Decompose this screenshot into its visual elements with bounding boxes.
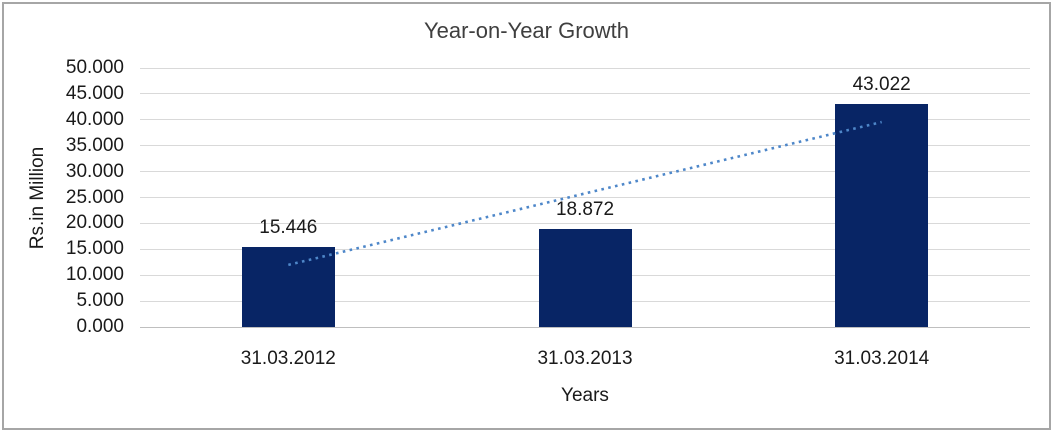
y-axis-tick-label: 45.000 bbox=[65, 82, 124, 104]
y-axis-tick-label: 20.000 bbox=[65, 212, 124, 234]
bar bbox=[538, 229, 632, 327]
gridline bbox=[140, 197, 1030, 198]
bar-value-label: 15.446 bbox=[259, 216, 318, 238]
y-axis-tick-label: 25.000 bbox=[65, 186, 124, 208]
plot-area: 15.446 18.872 43.022 bbox=[140, 67, 1030, 328]
bar bbox=[835, 104, 929, 327]
gridline bbox=[140, 171, 1030, 173]
y-axis-tick-label: 0.000 bbox=[76, 316, 124, 337]
gridline bbox=[140, 222, 1030, 224]
x-axis-line bbox=[140, 326, 1030, 328]
bar-value-label: 43.022 bbox=[852, 74, 911, 96]
y-axis-tick-label: 30.000 bbox=[65, 160, 124, 182]
gridline bbox=[140, 119, 1030, 121]
y-axis-tick-label: 15.000 bbox=[65, 238, 124, 260]
y-axis-tick-label: 40.000 bbox=[65, 108, 124, 130]
bar-value-label: 18.872 bbox=[555, 199, 615, 221]
y-axis-tick-label: 5.000 bbox=[76, 290, 124, 312]
bar bbox=[241, 247, 335, 327]
y-axis-tick-label: 35.000 bbox=[65, 134, 124, 156]
gridline bbox=[140, 145, 1030, 147]
trendline bbox=[288, 120, 882, 267]
y-axis-tick-label: 50.000 bbox=[65, 57, 124, 78]
chart-title: Year-on-Year Growth bbox=[423, 18, 630, 43]
gridline bbox=[140, 93, 1030, 95]
x-axis-tick-label: 31.03.2012 bbox=[240, 348, 336, 369]
x-axis-tick-label: 31.03.2014 bbox=[834, 348, 930, 369]
gridline bbox=[140, 67, 1030, 69]
x-axis-tick-label: 31.03.2013 bbox=[537, 348, 633, 369]
y-axis-tick-label: 10.000 bbox=[65, 264, 124, 286]
x-axis-title: Years bbox=[561, 385, 609, 406]
